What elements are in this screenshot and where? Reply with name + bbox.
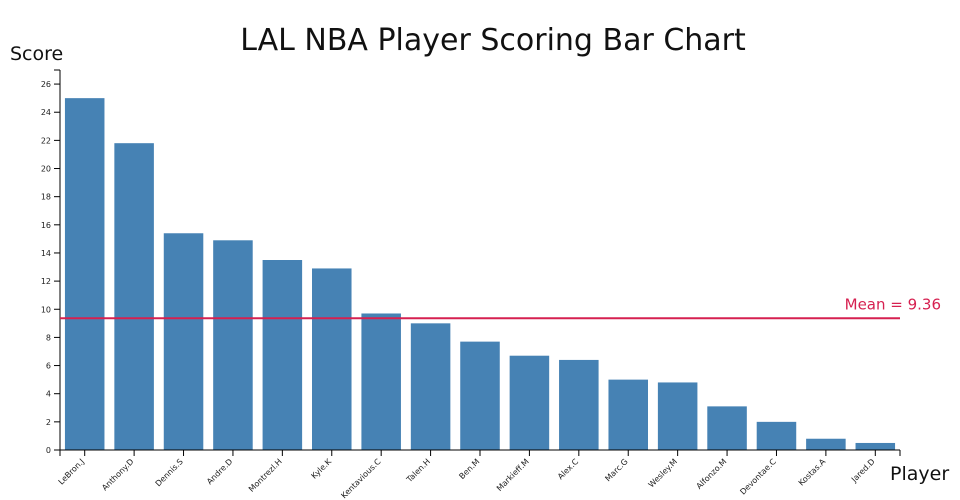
- bar-jared-d: [855, 442, 896, 450]
- bar-devontae-c: [756, 421, 797, 450]
- x-axis: LeBron.J Anthony.D Dennis.S Andre.D Montrezl…: [57, 449, 901, 500]
- y-tick-label: 2: [46, 418, 51, 427]
- bar-kyle-k: [312, 268, 352, 450]
- y-tick-label: 6: [46, 362, 51, 371]
- y-tick-label: 10: [41, 305, 51, 314]
- bar-talen-h: [410, 323, 451, 450]
- bar-kostas-a: [806, 438, 846, 450]
- bar-alex-c: [559, 359, 599, 450]
- x-tick-label: Alfonzo.M: [695, 457, 729, 491]
- x-tick-label: LeBron.J: [57, 457, 86, 486]
- y-tick-label: 8: [46, 333, 51, 342]
- x-tick-label: Montrezl.H: [247, 457, 284, 494]
- x-tick-label: Ben.M: [457, 457, 481, 481]
- mean-group: Mean = 9.36: [60, 295, 941, 320]
- x-tick-label: Kentavious.C: [339, 457, 382, 500]
- bar-andre-d: [213, 240, 253, 450]
- y-tick-label: 20: [41, 165, 51, 174]
- x-tick-label: Jared.D: [849, 457, 877, 485]
- bar-marc-g: [608, 379, 648, 450]
- y-tick-label: 12: [41, 277, 51, 286]
- bar-kentavious-c: [361, 313, 401, 450]
- mean-label: Mean = 9.36: [845, 295, 941, 313]
- y-tick-label: 24: [41, 108, 51, 117]
- bar-dennis-s: [163, 233, 204, 450]
- bar-lebron-j: [64, 98, 105, 451]
- y-tick-label: 16: [41, 221, 51, 230]
- y-axis-title: Score: [10, 43, 63, 65]
- x-tick-label: Kyle.K: [310, 457, 334, 481]
- x-tick-label: Talen.H: [404, 457, 432, 485]
- x-tick-label: Wesley.M: [647, 457, 679, 489]
- bars-group: [64, 98, 896, 451]
- y-tick-label: 18: [41, 193, 51, 202]
- bar-wesley-m: [657, 382, 698, 450]
- bar-anthony-d: [114, 143, 154, 450]
- y-tick-label: 4: [46, 390, 51, 399]
- bar-montrezl-h: [262, 260, 303, 450]
- bar-alfonzo-m: [707, 406, 747, 450]
- y-tick-label: 0: [46, 446, 51, 455]
- x-tick-label: Dennis.S: [154, 457, 185, 488]
- x-axis-title: Player: [890, 463, 949, 485]
- bar-markieff-m: [509, 355, 550, 450]
- x-tick-label: Alex.C: [556, 457, 581, 482]
- bar-ben-m: [460, 341, 500, 450]
- x-tick-label: Markieff.M: [495, 457, 531, 493]
- y-tick-label: 22: [41, 136, 51, 145]
- x-tick-label: Kostas.A: [797, 457, 828, 488]
- x-tick-label: Devontae.C: [738, 457, 778, 497]
- y-tick-label: 26: [41, 80, 51, 89]
- chart-title: LAL NBA Player Scoring Bar Chart: [240, 23, 746, 58]
- x-tick-label: Marc.G: [603, 457, 629, 483]
- y-tick-label: 14: [41, 249, 51, 258]
- x-tick-label: Andre.D: [205, 457, 234, 486]
- x-tick-label: Anthony.D: [100, 457, 135, 492]
